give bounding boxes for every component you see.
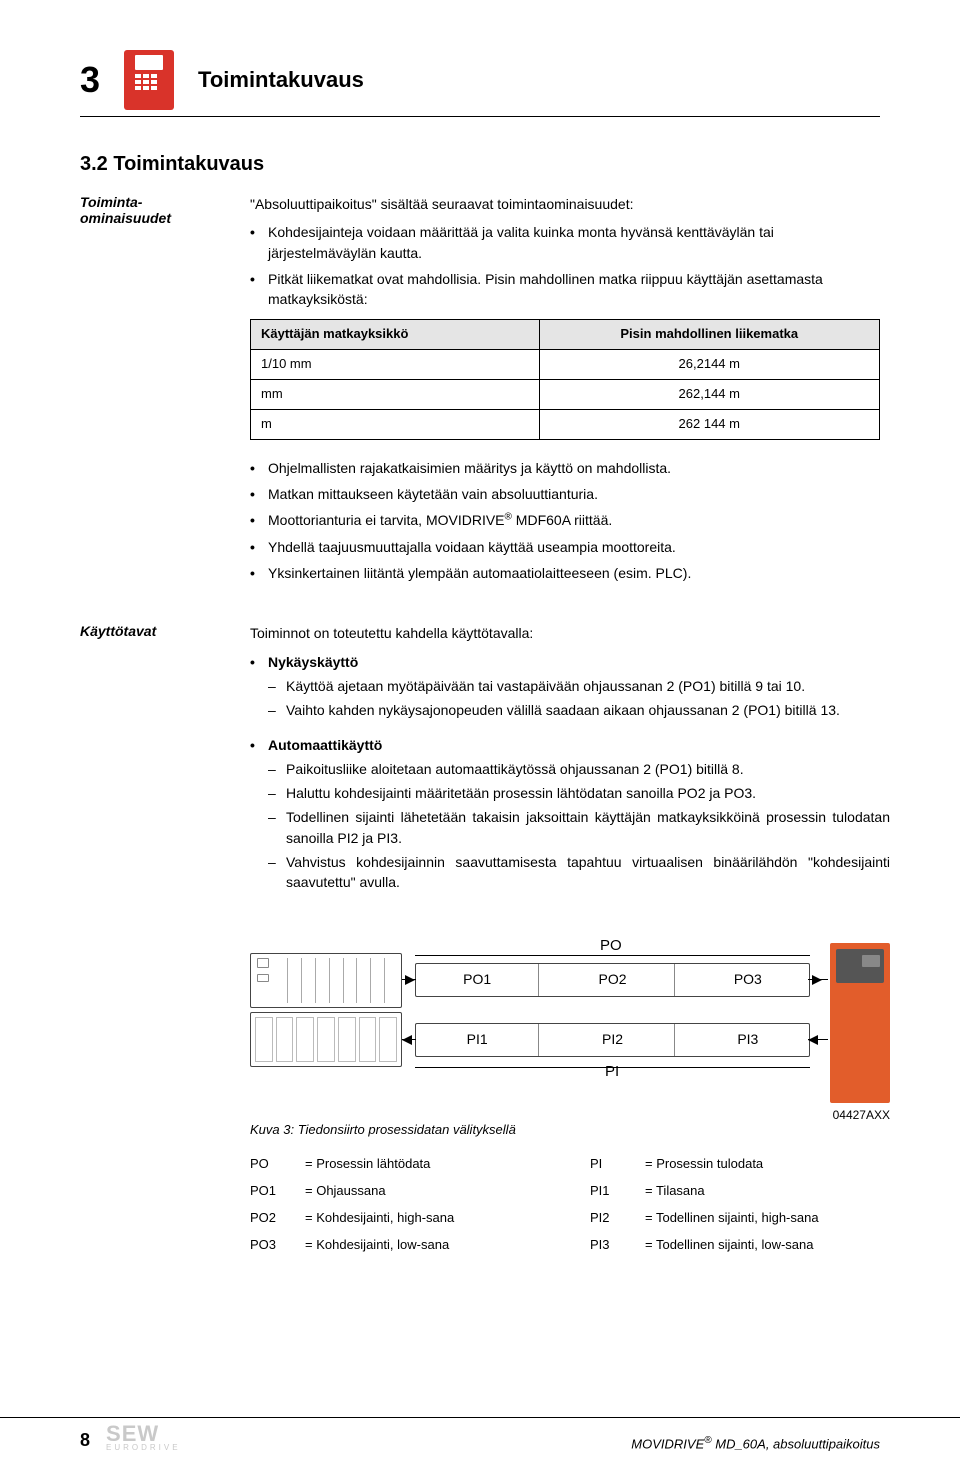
- after-bullet: Matkan mittaukseen käytetään vain absolu…: [250, 484, 880, 504]
- legend: PO= Prosessin lähtödata PO1= Ohjaussana …: [250, 1155, 890, 1262]
- pi-label: PI: [605, 1061, 619, 1083]
- block1-bullet: Kohdesijainteja voidaan määrittää ja val…: [250, 222, 880, 263]
- table-row: mm 262,144 m: [251, 380, 880, 410]
- drive-icon: [830, 943, 890, 1103]
- chapter-number: 3: [80, 59, 100, 101]
- legend-row: PO1= Ohjaussana: [250, 1182, 550, 1201]
- mode2-item: Haluttu kohdesijainti määritetään proses…: [268, 783, 890, 803]
- mode2: Automaattikäyttö Paikoitusliike aloiteta…: [250, 735, 890, 893]
- legend-row: PO= Prosessin lähtödata: [250, 1155, 550, 1174]
- legend-row: PI1= Tilasana: [590, 1182, 890, 1201]
- page-header: 3 Toimintakuvaus: [80, 50, 880, 117]
- mode2-item: Todellinen sijainti lähetetään takaisin …: [268, 807, 890, 848]
- block1-label: Toiminta-ominaisuudet: [80, 194, 230, 593]
- block1-content: "Absoluuttipaikoitus" sisältää seuraavat…: [250, 194, 880, 593]
- after-bullet: Moottorianturia ei tarvita, MOVIDRIVE® M…: [250, 510, 880, 530]
- block2-intro: Toiminnot on toteutettu kahdella käyttöt…: [250, 623, 890, 643]
- travel-table: Käyttäjän matkayksikkö Pisin mahdollinen…: [250, 319, 880, 439]
- figure-caption: Kuva 3: Tiedonsiirto prosessidatan välit…: [250, 1121, 890, 1140]
- legend-row: PI= Prosessin tulodata: [590, 1155, 890, 1174]
- mode1-item: Käyttöä ajetaan myötäpäivään tai vastapä…: [268, 676, 890, 696]
- after-bullet: Yksinkertainen liitäntä ylempään automaa…: [250, 563, 880, 583]
- table-header-max: Pisin mahdollinen liikematka: [539, 320, 879, 350]
- calculator-icon: [124, 50, 174, 110]
- process-data-diagram: PO PO1 PO2 PO3 PI1 PI2: [250, 913, 890, 1113]
- block1-bullet: Pitkät liikematkat ovat mahdollisia. Pis…: [250, 269, 880, 310]
- mode1-title: Nykäyskäyttö: [268, 654, 358, 670]
- section-title: 3.2 Toimintakuvaus: [80, 153, 880, 176]
- page-footer: 8 SEW EURODRIVE MOVIDRIVE® MD_60A, absol…: [0, 1417, 960, 1451]
- plc-icon: [250, 953, 402, 1073]
- legend-row: PI3= Todellinen sijainti, low-sana: [590, 1236, 890, 1255]
- block2-label: Käyttötavat: [80, 623, 230, 1262]
- after-bullet: Yhdellä taajuusmuuttajalla voidaan käytt…: [250, 537, 880, 557]
- pi-row: PI1 PI2 PI3: [415, 1023, 810, 1057]
- mode2-item: Paikoitusliike aloitetaan automaattikäyt…: [268, 759, 890, 779]
- po-label: PO: [600, 935, 622, 957]
- table-header-unit: Käyttäjän matkayksikkö: [251, 320, 540, 350]
- mode1-item: Vaihto kahden nykäysajonopeuden välillä …: [268, 700, 890, 720]
- page-title: Toimintakuvaus: [198, 67, 364, 93]
- mode2-title: Automaattikäyttö: [268, 737, 382, 753]
- legend-row: PI2= Todellinen sijainti, high-sana: [590, 1209, 890, 1228]
- page-number: 8: [80, 1430, 90, 1451]
- block1-intro: "Absoluuttipaikoitus" sisältää seuraavat…: [250, 194, 880, 214]
- legend-row: PO3= Kohdesijainti, low-sana: [250, 1236, 550, 1255]
- mode1: Nykäyskäyttö Käyttöä ajetaan myötäpäivää…: [250, 652, 890, 721]
- after-bullet: Ohjelmallisten rajakatkaisimien määritys…: [250, 458, 880, 478]
- image-number: 04427AXX: [833, 1107, 890, 1124]
- table-row: 1/10 mm 26,2144 m: [251, 350, 880, 380]
- sew-logo: SEW EURODRIVE: [106, 1424, 181, 1451]
- mode2-item: Vahvistus kohdesijainnin saavuttamisesta…: [268, 852, 890, 893]
- table-row: m 262 144 m: [251, 410, 880, 440]
- legend-row: PO2= Kohdesijainti, high-sana: [250, 1209, 550, 1228]
- footer-text: MOVIDRIVE® MD_60A, absoluuttipaikoitus: [631, 1435, 880, 1451]
- po-row: PO1 PO2 PO3: [415, 963, 810, 997]
- block2-content: Toiminnot on toteutettu kahdella käyttöt…: [250, 623, 890, 1262]
